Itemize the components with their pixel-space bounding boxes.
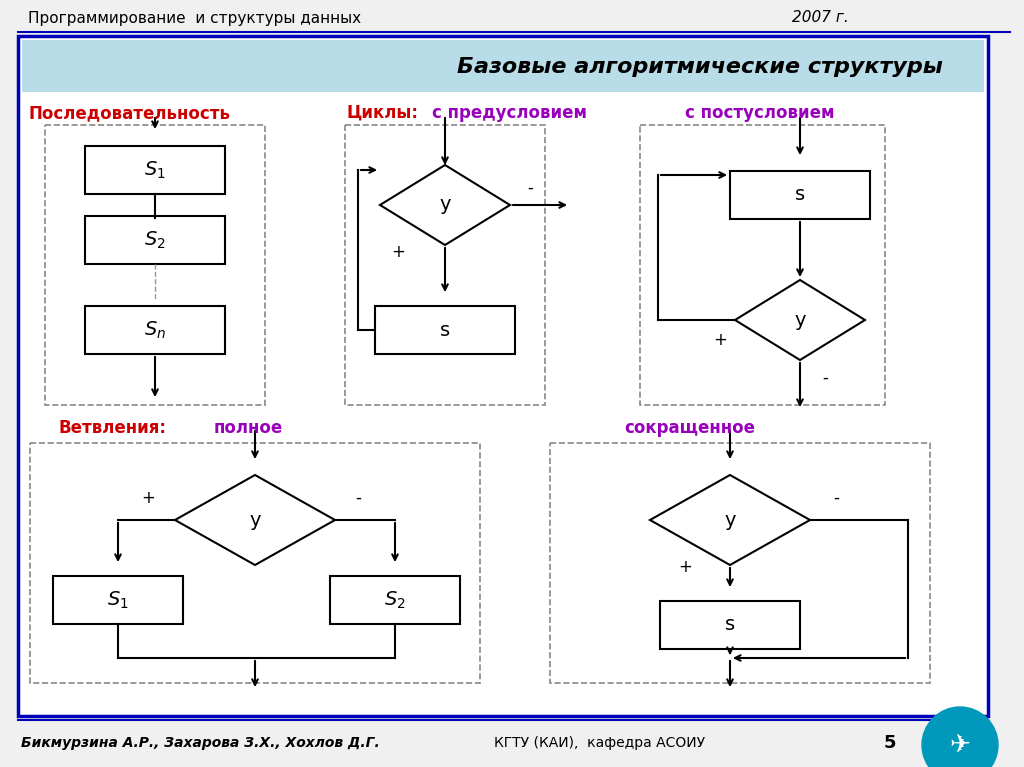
- Text: у: у: [249, 511, 261, 529]
- Text: $S_2$: $S_2$: [144, 229, 166, 251]
- Text: полное: полное: [213, 419, 283, 437]
- Bar: [345, 125, 545, 405]
- Polygon shape: [175, 475, 335, 565]
- Text: 2007 г.: 2007 г.: [792, 11, 848, 25]
- Bar: [0, 0, 1024, 32]
- Text: +: +: [678, 558, 692, 576]
- Bar: [330, 576, 460, 624]
- Text: +: +: [141, 489, 155, 507]
- Text: с предусловием: с предусловием: [432, 104, 588, 122]
- Bar: [85, 216, 225, 264]
- Text: +: +: [713, 331, 727, 349]
- Bar: [22, 40, 984, 92]
- Text: с постусловием: с постусловием: [685, 104, 835, 122]
- Bar: [53, 576, 183, 624]
- Polygon shape: [380, 165, 510, 245]
- Text: ✈: ✈: [949, 733, 971, 757]
- Text: Базовые алгоритмические структуры: Базовые алгоритмические структуры: [457, 57, 943, 77]
- Circle shape: [922, 707, 998, 767]
- Text: $S_1$: $S_1$: [108, 589, 129, 611]
- Bar: [640, 125, 885, 405]
- Bar: [375, 306, 515, 354]
- Text: у: у: [795, 311, 806, 330]
- Text: сокращенное: сокращенное: [625, 419, 756, 437]
- Text: $S_2$: $S_2$: [384, 589, 406, 611]
- Bar: [85, 146, 225, 194]
- Text: $S_n$: $S_n$: [144, 319, 166, 341]
- Bar: [30, 443, 480, 683]
- Text: Циклы:: Циклы:: [347, 104, 419, 122]
- Text: 5: 5: [884, 734, 896, 752]
- Text: $S_1$: $S_1$: [144, 160, 166, 181]
- Text: Ветвления:: Ветвления:: [58, 419, 166, 437]
- Polygon shape: [735, 280, 865, 360]
- Text: s: s: [440, 321, 451, 340]
- Text: s: s: [725, 615, 735, 634]
- Bar: [550, 443, 930, 683]
- Bar: [18, 36, 988, 716]
- Text: -: -: [355, 489, 360, 507]
- Text: s: s: [795, 186, 805, 205]
- Bar: [730, 171, 870, 219]
- Text: у: у: [439, 196, 451, 215]
- Bar: [85, 306, 225, 354]
- Bar: [660, 601, 800, 649]
- Text: -: -: [822, 369, 828, 387]
- Bar: [45, 125, 265, 405]
- Text: у: у: [724, 511, 736, 529]
- Text: Программирование  и структуры данных: Программирование и структуры данных: [29, 11, 361, 25]
- Text: Бикмурзина А.Р., Захарова З.Х., Хохлов Д.Г.: Бикмурзина А.Р., Захарова З.Х., Хохлов Д…: [20, 736, 379, 750]
- Text: +: +: [391, 243, 404, 261]
- Polygon shape: [650, 475, 810, 565]
- Text: -: -: [527, 179, 532, 197]
- Text: Последовательность: Последовательность: [29, 104, 231, 122]
- Text: КГТУ (КАИ),  кафедра АСОИУ: КГТУ (КАИ), кафедра АСОИУ: [495, 736, 706, 750]
- Text: -: -: [834, 489, 839, 507]
